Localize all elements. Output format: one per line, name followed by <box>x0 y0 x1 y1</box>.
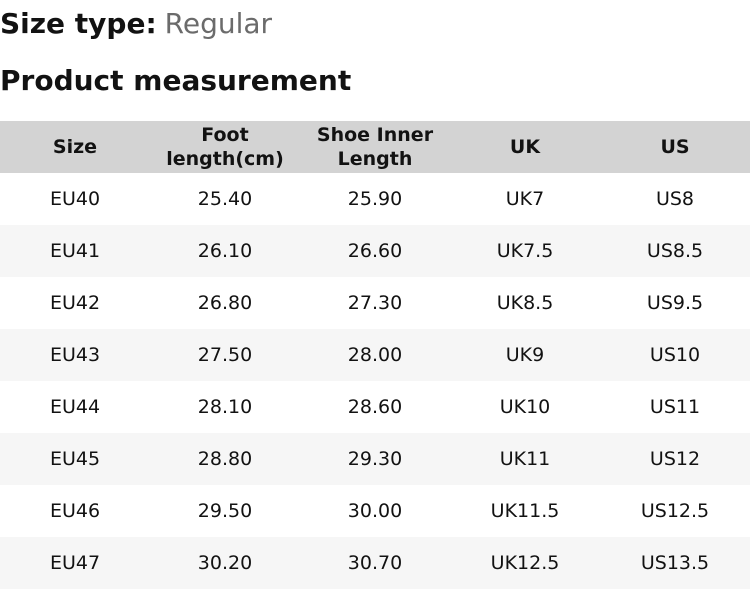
table-cell: US12.5 <box>640 500 710 522</box>
table-cell: UK12.5 <box>450 537 600 589</box>
table-cell: UK11 <box>450 433 600 485</box>
table-cell: 28.10 <box>197 396 253 418</box>
table-cell: 27.30 <box>347 292 403 314</box>
table-row: EU43 27.50 28.00 UK9 US10 <box>0 329 750 381</box>
table-cell: UK7.5 <box>450 225 600 277</box>
size-type-value: Regular <box>164 7 273 40</box>
table-cell: EU47 <box>0 537 150 589</box>
table-row: EU42 26.80 27.30 UK8.5 US9.5 <box>0 277 750 329</box>
column-header-foot-length: Foot length(cm) <box>150 121 300 173</box>
table-cell: US10 <box>600 329 750 381</box>
table-cell: 30.70 <box>300 537 450 589</box>
table-cell: US12 <box>600 433 750 485</box>
table-row: EU46 29.50 30.00 UK11.5 US12.5 <box>0 485 750 537</box>
table-cell: 25.90 <box>347 188 403 210</box>
table-cell: EU42 <box>49 292 101 314</box>
table-cell: EU46 <box>49 500 101 522</box>
table-cell: EU43 <box>0 329 150 381</box>
table-header-row: Size Foot length(cm) Shoe Inner Length U… <box>0 121 750 173</box>
table-cell: US11 <box>649 396 701 418</box>
table-cell: EU45 <box>0 433 150 485</box>
size-type-line: Size type: Regular <box>0 8 750 40</box>
table-cell: UK10 <box>499 396 551 418</box>
table-row: EU44 28.10 28.60 UK10 US11 <box>0 381 750 433</box>
table-cell: 27.50 <box>150 329 300 381</box>
table-cell: 26.80 <box>197 292 253 314</box>
table-row: EU47 30.20 30.70 UK12.5 US13.5 <box>0 537 750 589</box>
size-type-label: Size type: <box>0 7 157 40</box>
table-cell: 28.60 <box>347 396 403 418</box>
table-cell: EU44 <box>49 396 101 418</box>
table-cell: 26.60 <box>300 225 450 277</box>
column-header-uk: UK <box>450 121 600 173</box>
table-cell: 30.00 <box>347 500 403 522</box>
table-cell: EU40 <box>49 188 101 210</box>
table-body: EU40 25.40 25.90 UK7 US8 EU41 26.10 26.60 UK7.5 U… <box>0 173 750 589</box>
table-cell: UK11.5 <box>490 500 560 522</box>
table-cell: US9.5 <box>646 292 704 314</box>
table-cell: UK8.5 <box>496 292 554 314</box>
table-row: EU41 26.10 26.60 UK7.5 US8.5 <box>0 225 750 277</box>
table-row: EU40 25.40 25.90 UK7 US8 <box>0 173 750 225</box>
table-cell: 26.10 <box>150 225 300 277</box>
table-cell: US8.5 <box>600 225 750 277</box>
table-cell: 28.80 <box>150 433 300 485</box>
table-row: EU45 28.80 29.30 UK11 US12 <box>0 433 750 485</box>
section-title: Product measurement <box>0 64 352 97</box>
table-cell: 29.50 <box>197 500 253 522</box>
table-cell: 28.00 <box>300 329 450 381</box>
table-cell: US8 <box>655 188 695 210</box>
column-header-shoe-inner-length: Shoe Inner Length <box>300 121 450 173</box>
table-cell: UK7 <box>505 188 545 210</box>
table-cell: US13.5 <box>600 537 750 589</box>
table-cell: EU41 <box>0 225 150 277</box>
table-cell: 25.40 <box>197 188 253 210</box>
table-header: Size Foot length(cm) Shoe Inner Length U… <box>0 121 750 173</box>
column-header-size: Size <box>0 121 150 173</box>
size-table: Size Foot length(cm) Shoe Inner Length U… <box>0 121 750 589</box>
column-header-us: US <box>600 121 750 173</box>
table-cell: 30.20 <box>150 537 300 589</box>
table-cell: UK9 <box>450 329 600 381</box>
table-cell: 29.30 <box>300 433 450 485</box>
